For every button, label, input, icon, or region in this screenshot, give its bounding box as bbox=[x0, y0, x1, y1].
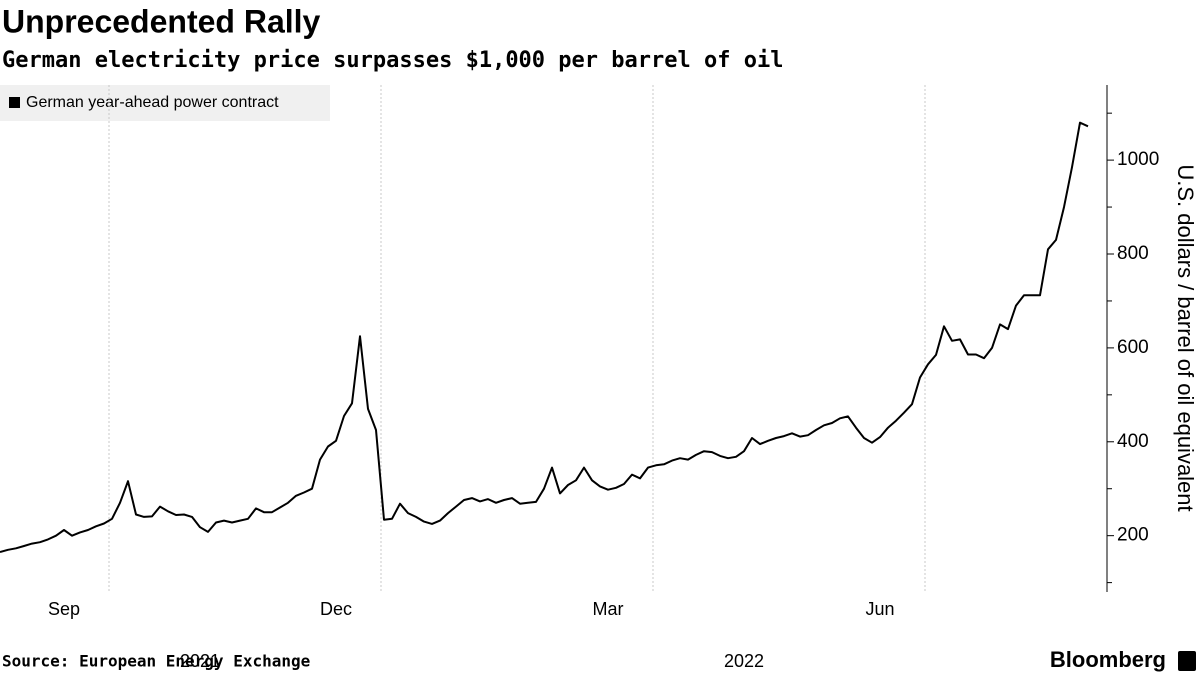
y-tick-label: 600 bbox=[1117, 337, 1149, 358]
legend-box bbox=[0, 85, 330, 121]
chart-subtitle: German electricity price surpasses $1,00… bbox=[2, 48, 783, 73]
brand-icon bbox=[1178, 651, 1196, 671]
x-tick-label: Sep bbox=[48, 599, 80, 619]
legend-swatch bbox=[9, 97, 20, 108]
x-group-label: 2022 bbox=[724, 651, 764, 671]
y-tick-label: 1000 bbox=[1117, 149, 1159, 170]
x-tick-label: Mar bbox=[593, 599, 624, 619]
chart-title: Unprecedented Rally bbox=[2, 3, 321, 39]
brand: Bloomberg bbox=[1050, 647, 1166, 672]
source: Source: European Energy Exchange bbox=[2, 652, 310, 671]
y-axis-title: U.S. dollars / barrel of oil equivalent bbox=[1173, 164, 1198, 511]
y-tick-label: 800 bbox=[1117, 243, 1149, 264]
line-series bbox=[0, 121, 1089, 554]
y-tick-label: 400 bbox=[1117, 431, 1149, 452]
x-tick-label: Dec bbox=[320, 599, 352, 619]
legend-label: German year-ahead power contract bbox=[26, 94, 279, 111]
x-tick-label: Jun bbox=[865, 599, 894, 619]
x-group-label: 2021 bbox=[180, 651, 220, 671]
y-tick-label: 200 bbox=[1117, 525, 1149, 546]
